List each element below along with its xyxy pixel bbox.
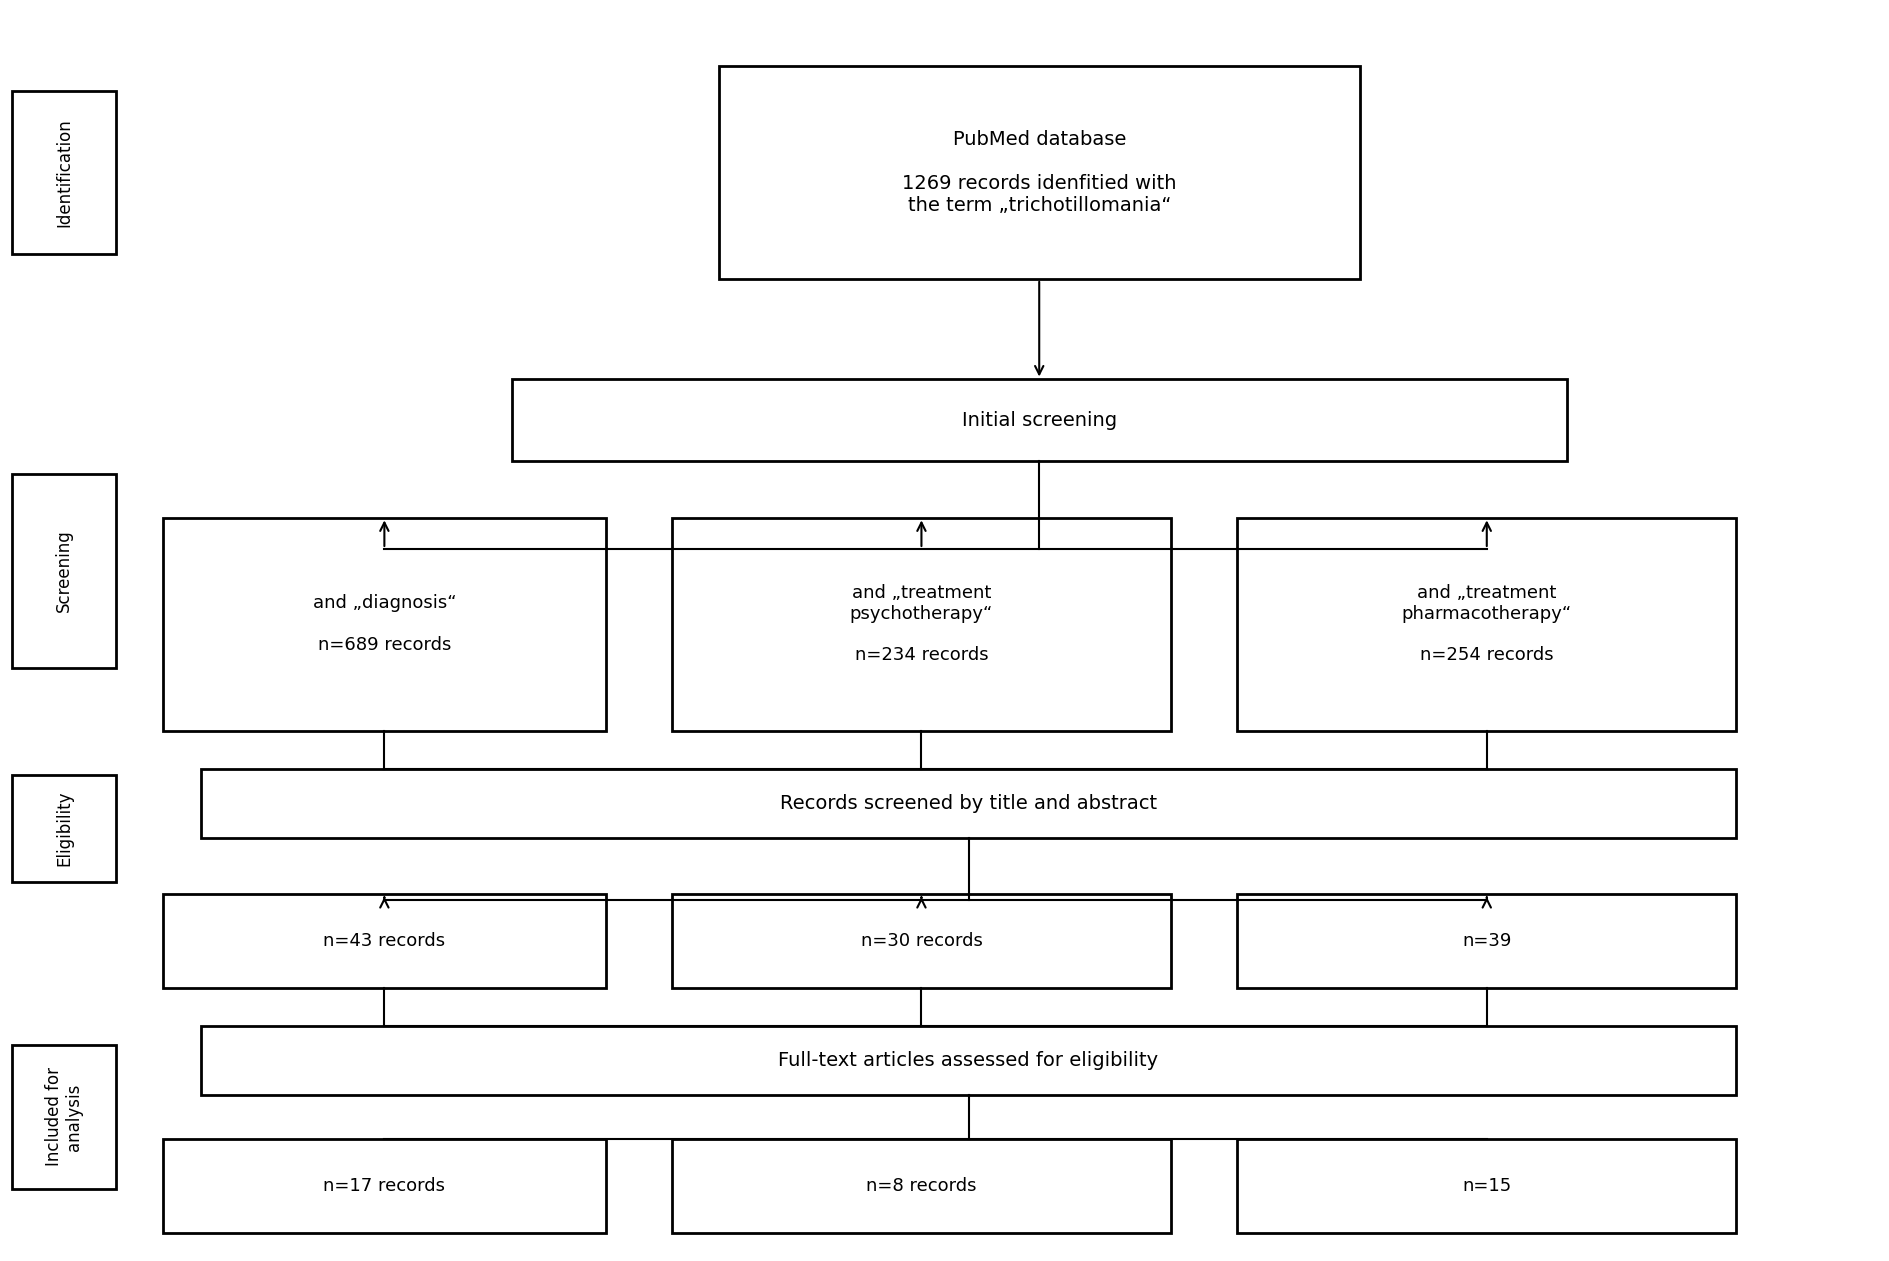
- Text: Screening: Screening: [55, 530, 74, 613]
- Text: and „diagnosis“

n=689 records: and „diagnosis“ n=689 records: [312, 594, 455, 654]
- Text: n=43 records: n=43 records: [323, 932, 446, 951]
- FancyBboxPatch shape: [162, 894, 606, 989]
- FancyBboxPatch shape: [718, 66, 1358, 279]
- FancyBboxPatch shape: [200, 1026, 1736, 1095]
- Text: Identification: Identification: [55, 117, 74, 227]
- FancyBboxPatch shape: [11, 1045, 115, 1189]
- Text: n=39: n=39: [1462, 932, 1511, 951]
- FancyBboxPatch shape: [1237, 1139, 1736, 1233]
- FancyBboxPatch shape: [671, 1139, 1171, 1233]
- FancyBboxPatch shape: [1237, 517, 1736, 731]
- FancyBboxPatch shape: [11, 774, 115, 881]
- Text: and „treatment
pharmacotherapy“

n=254 records: and „treatment pharmacotherapy“ n=254 re…: [1402, 584, 1572, 665]
- FancyBboxPatch shape: [200, 769, 1736, 837]
- FancyBboxPatch shape: [1237, 894, 1736, 989]
- Text: and „treatment
psychotherapy“

n=234 records: and „treatment psychotherapy“ n=234 reco…: [850, 584, 992, 665]
- FancyBboxPatch shape: [162, 517, 606, 731]
- Text: Full-text articles assessed for eligibility: Full-text articles assessed for eligibil…: [778, 1050, 1158, 1071]
- Text: Included for
analysis: Included for analysis: [45, 1068, 83, 1166]
- FancyBboxPatch shape: [671, 894, 1171, 989]
- Text: Initial screening: Initial screening: [962, 411, 1116, 430]
- Text: Records screened by title and abstract: Records screened by title and abstract: [780, 793, 1156, 812]
- FancyBboxPatch shape: [512, 380, 1566, 462]
- FancyBboxPatch shape: [11, 474, 115, 668]
- Text: n=8 records: n=8 records: [865, 1177, 977, 1195]
- Text: n=15: n=15: [1462, 1177, 1511, 1195]
- Text: Eligibility: Eligibility: [55, 791, 74, 866]
- Text: PubMed database

1269 records idenfitied with
the term „trichotillomania“: PubMed database 1269 records idenfitied …: [901, 130, 1175, 214]
- Text: n=30 records: n=30 records: [859, 932, 982, 951]
- FancyBboxPatch shape: [162, 1139, 606, 1233]
- FancyBboxPatch shape: [11, 91, 115, 253]
- Text: n=17 records: n=17 records: [323, 1177, 446, 1195]
- FancyBboxPatch shape: [671, 517, 1171, 731]
